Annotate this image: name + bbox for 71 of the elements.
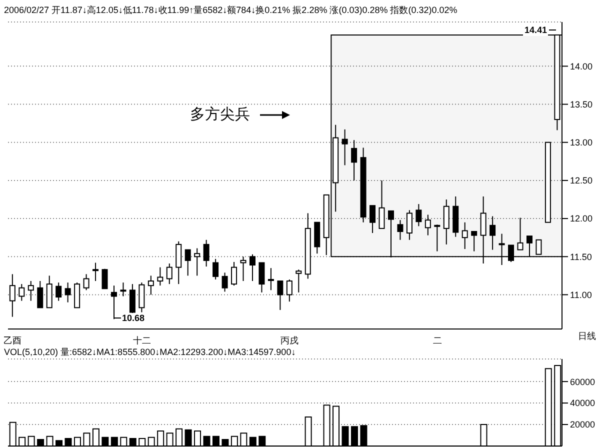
y-tick-label: 14.00 [570,61,593,72]
candlestick [194,248,200,276]
y-tick-label: 12.00 [570,214,593,224]
candlestick [508,244,514,262]
candlestick [56,282,62,302]
candlestick [120,282,126,297]
candlestick [277,280,284,310]
candlestick [296,269,302,293]
candlestick [517,217,524,250]
text: 日线 [578,330,596,343]
candlestick [240,256,246,282]
candlestick [166,262,172,285]
candlestick [526,236,532,258]
candlestick [536,239,542,255]
x-tick-label: 乙酉 [4,335,22,346]
candlestick [397,220,404,240]
y-tick-label: 13.50 [570,99,593,110]
candlestick [37,280,44,308]
candlestick [110,285,117,320]
chart-title: VOL(5,10,20) 量:6582↓MA1:8555.800↓MA2:12293.200↓MA3:14597.900↓ [4,346,296,359]
y-tick-label: 40000 [570,398,596,408]
candlestick [129,284,136,314]
candlestick [434,224,440,252]
candlestick [148,275,154,296]
candlestick [28,280,34,302]
candlestick [203,239,210,268]
chart-subtitle: 2006/02/27 开11.87↓高12.05↓低11.78↓收11.99↑量6582↓额784↓换0.21% 振2.28% 涨(0.03)0.28% 指数(0.32)0.02% [4,4,458,17]
candlestick [490,216,496,250]
candlestick [370,205,376,234]
candlestick [443,198,450,245]
candlestick [462,222,468,250]
candlestick [249,254,256,282]
annotation: 14.41 [523,24,548,36]
candlestick [18,284,25,302]
annotation: 多方尖兵 [190,105,250,124]
y-tick-label: 13.00 [570,138,593,148]
candlestick [176,240,182,285]
candlestick [471,230,478,252]
candlestick [212,258,219,280]
candlestick [46,275,52,308]
candlestick [388,210,394,258]
candlestick [92,262,99,282]
candlestick [406,210,412,240]
candlestick [83,274,90,291]
candlestick [74,282,80,308]
candlestick [286,278,292,302]
candlestick [378,180,385,229]
x-tick-label: 丙戌 [280,335,299,346]
candlestick [64,282,71,303]
candlestick [184,249,191,276]
candlestick [9,274,16,318]
candlestick [351,140,358,181]
candlestick [480,196,486,264]
candlestick [424,214,431,236]
candlestick [268,268,274,291]
annotation: 10.68 [122,313,145,323]
candlestick [342,128,348,166]
x-tick-label: 十二 [132,335,151,346]
y-tick-label: 20000 [570,420,596,430]
candlestick [258,262,265,293]
y-tick-label: 11.00 [570,290,592,300]
candlestick [416,204,422,227]
y-tick-label: 12.50 [570,176,593,186]
candlestick [222,272,228,292]
y-tick-label: 60000 [570,376,596,387]
y-tick-label: 11.50 [570,252,592,262]
candlestick [231,261,238,286]
candlestick [157,266,164,286]
candlestick [498,233,505,266]
candlestick [102,268,108,290]
x-tick-label: 二 [432,335,442,346]
